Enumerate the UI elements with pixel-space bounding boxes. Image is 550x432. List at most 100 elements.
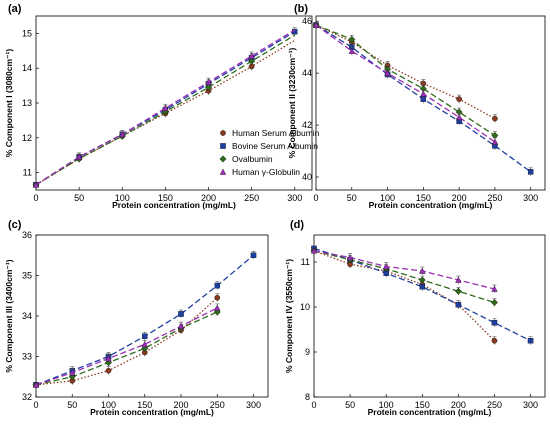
y-tick-label: 11 [301,257,310,267]
data-point [248,57,256,65]
x-tick-label: 250 [487,193,502,203]
series-3 [32,29,296,188]
y-axis-label: % Component III (3400cm⁻¹) [4,259,14,372]
series-line [35,297,218,386]
x-tick-label: 150 [416,193,431,203]
data-point [141,340,148,348]
series-0 [313,22,498,123]
chart-panel-2: (b) 0 50 100 150 200 250 300 40 42 44 46 Protein con… [287,3,546,210]
panel-label: (b) [294,3,308,15]
y-tick-label: 33 [22,352,32,362]
x-tick-label: 50 [347,193,357,203]
data-point [205,83,212,91]
legend-marker [219,168,227,175]
legend-marker [220,130,226,136]
series-3 [310,247,498,293]
data-point [491,138,499,145]
x-tick-label: 250 [210,400,225,410]
data-point [348,35,356,43]
data-point [418,276,426,284]
x-tick-label: 300 [246,400,261,410]
x-tick-label: 200 [451,400,466,410]
data-point [384,69,391,76]
series-0 [33,293,221,388]
data-point [348,47,355,54]
series-line [313,250,495,304]
data-point [105,355,112,362]
data-point [527,337,534,344]
x-tick-label: 150 [415,400,430,410]
data-point [213,308,221,316]
x-tick-label: 100 [380,193,395,203]
x-tick-label: 250 [487,400,502,410]
series-0 [311,247,498,345]
legend-entry: Bovine Serum Albumin [232,141,318,151]
y-axis-label: % Component IV (3550cm⁻¹) [284,259,294,373]
x-tick-label: 0 [33,400,38,410]
x-tick-label: 300 [287,193,302,203]
panel-label: (d) [290,219,304,231]
series-1 [313,22,534,176]
y-tick-label: 8 [305,392,310,402]
y-tick-label: 36 [22,230,32,240]
legend-marker [220,143,226,149]
x-tick-label: 50 [74,193,84,203]
panel-label: (c) [8,219,22,231]
data-point [205,78,212,85]
y-tick-label: 12 [22,133,32,143]
y-tick-label: 44 [302,68,312,78]
legend-entry: Human Serum Albumin [232,128,320,138]
legend-entry: Ovalbumin [232,154,273,164]
data-point [312,21,320,28]
data-point [178,311,184,317]
y-tick-label: 10 [300,302,310,312]
y-tick-label: 32 [22,392,32,402]
legend-entry: Human γ-Globulin [232,167,300,177]
y-tick-label: 34 [22,311,32,321]
x-tick-label: 0 [311,400,316,410]
y-tick-label: 14 [22,63,32,73]
data-point [456,96,462,102]
data-point [383,263,390,270]
data-point [162,104,169,111]
data-point [250,252,257,258]
legend: Human Serum Albumin Bovine Serum Albumin O… [219,128,320,177]
x-tick-label: 300 [523,193,538,203]
chart-panel-1: (a) 0 50 100 150 200 250 300 11 12 13 14 15 Protein c… [4,3,320,210]
y-axis-label: % Component I (3080cm⁻¹) [4,49,14,158]
y-tick-label: 35 [22,271,32,281]
series-2 [32,34,296,189]
data-point [69,369,76,376]
x-tick-label: 250 [244,193,259,203]
data-point [32,381,40,388]
data-point [214,282,220,289]
y-tick-label: 9 [305,347,310,357]
y-tick-label: 11 [23,168,32,178]
plot-frame [313,234,546,398]
data-point [141,333,148,339]
series-line [315,24,496,120]
chart-panel-4: (d) 0 50 100 150 200 250 300 8 9 10 11 Protein conce… [284,219,546,417]
data-point [214,294,221,301]
x-tick-label: 0 [313,193,318,203]
series-line [313,250,495,342]
y-tick-label: 46 [302,16,312,26]
data-point [455,301,462,308]
y-tick-label: 40 [302,172,312,182]
data-point [491,319,498,326]
series-line [313,247,531,342]
data-point [420,90,427,97]
data-point [177,322,185,329]
data-point [490,299,498,306]
series-3 [32,303,221,388]
y-tick-label: 13 [22,98,32,108]
data-point [75,153,83,160]
plot-frame [315,15,546,191]
series-line [315,24,496,143]
data-point [492,115,498,122]
series-3 [312,21,499,146]
x-tick-label: 200 [173,400,188,410]
data-point [32,181,40,188]
data-point [105,367,112,374]
